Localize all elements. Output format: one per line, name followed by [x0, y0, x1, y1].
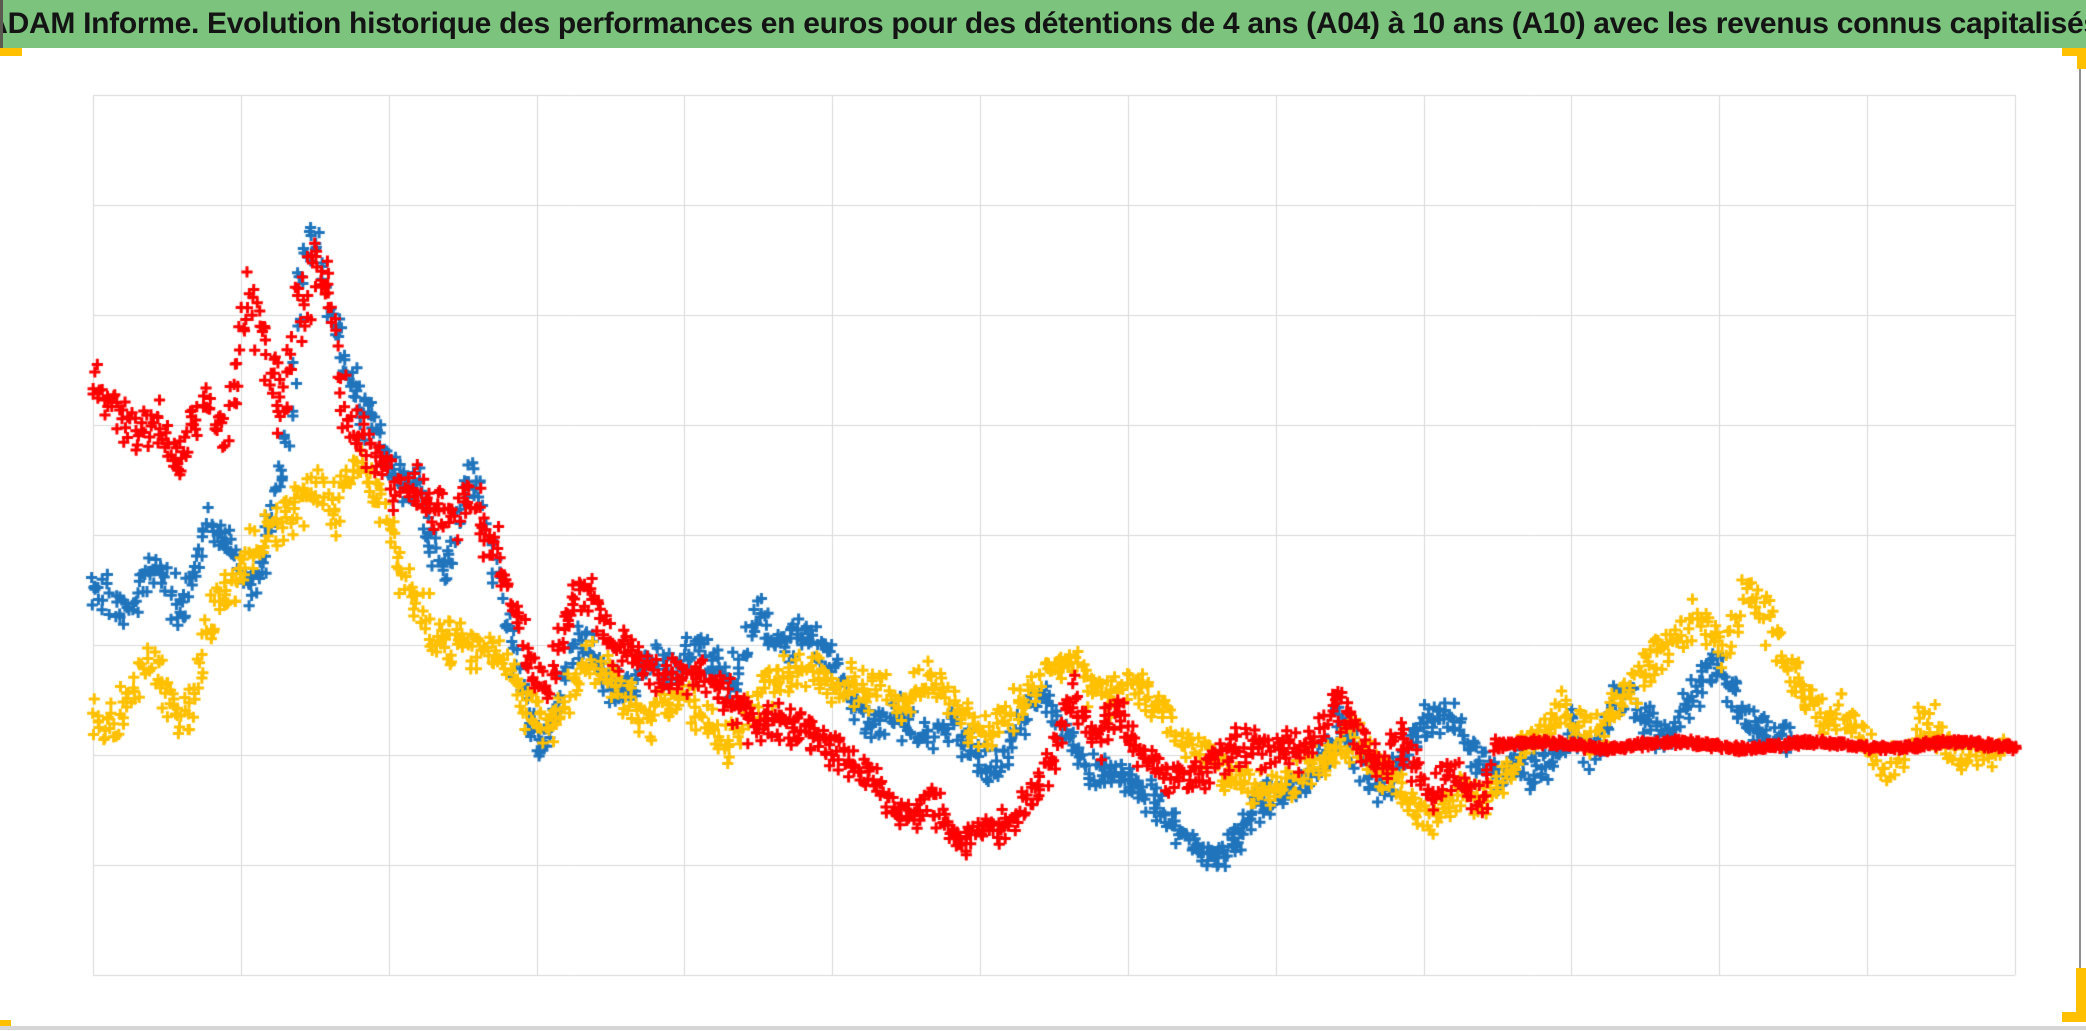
accent-mark-top-right-h: [2062, 48, 2086, 56]
accent-mark-bottom-right-h: [2062, 1012, 2086, 1022]
accent-mark-bottom-right-v: [2076, 968, 2086, 1022]
window-edge-right: [2079, 69, 2081, 968]
accent-mark-top-left: [0, 48, 22, 56]
title-bar: ADAM Informe. Evolution historique des p…: [0, 0, 2086, 48]
window-edge-bottom: [0, 1026, 2086, 1030]
window-edge-left: [0, 0, 3, 48]
accent-mark-bottom-left: [0, 1020, 11, 1030]
chart-title: ADAM Informe. Evolution historique des p…: [0, 7, 2086, 40]
accent-mark-top-right-v: [2077, 48, 2086, 69]
